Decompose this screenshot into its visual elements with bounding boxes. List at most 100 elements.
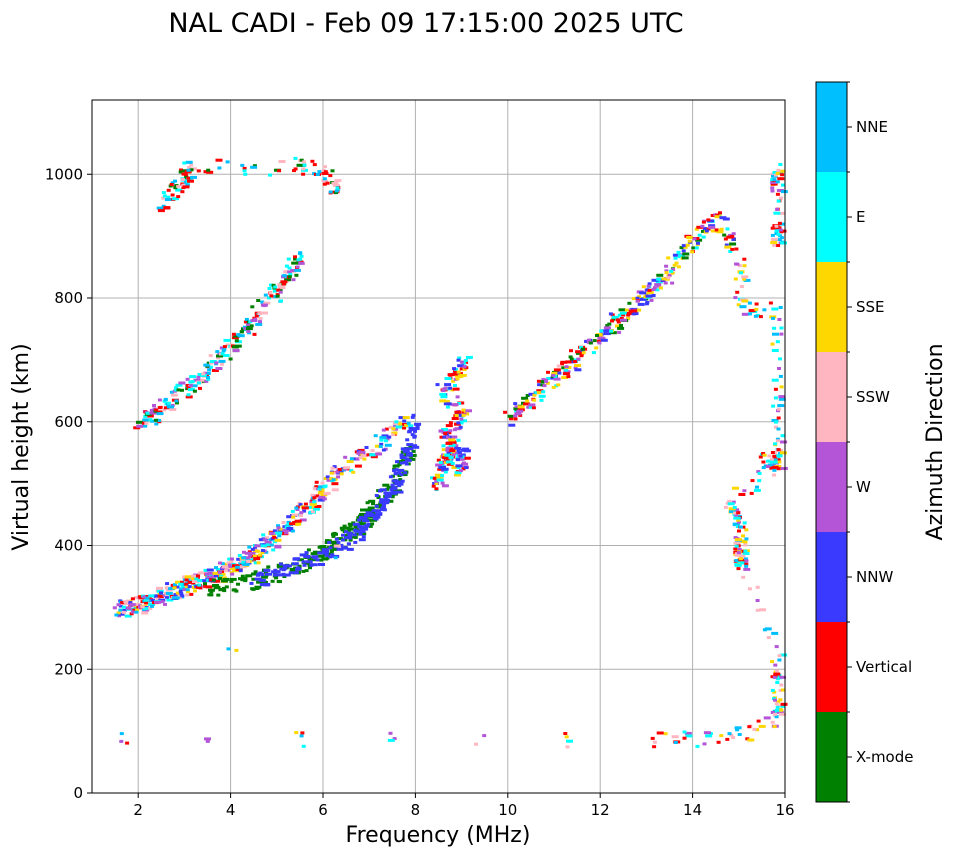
data-point <box>744 557 748 561</box>
data-point <box>779 196 783 200</box>
data-point <box>176 593 181 597</box>
data-point <box>525 394 530 397</box>
data-point <box>643 295 648 299</box>
data-point <box>774 645 779 649</box>
data-point <box>778 688 783 692</box>
data-point <box>303 554 308 558</box>
data-point <box>346 547 354 551</box>
data-point <box>553 377 561 381</box>
data-point <box>160 600 165 604</box>
data-point <box>229 566 237 570</box>
data-point <box>687 239 692 243</box>
data-point <box>454 410 462 414</box>
data-point <box>154 600 162 604</box>
data-point <box>779 708 784 712</box>
data-point <box>142 595 147 599</box>
data-point <box>253 570 258 574</box>
data-point <box>332 183 340 187</box>
data-point <box>249 581 254 585</box>
data-point <box>165 582 170 586</box>
data-point <box>334 189 339 193</box>
data-point <box>274 545 282 549</box>
data-point <box>378 512 383 516</box>
data-point <box>405 438 410 442</box>
data-point <box>736 520 741 524</box>
data-point <box>394 464 399 468</box>
data-point <box>185 377 190 381</box>
data-point <box>714 215 722 219</box>
data-point <box>626 313 631 317</box>
data-point <box>406 447 414 451</box>
data-point <box>738 557 743 561</box>
data-point <box>776 244 781 247</box>
data-point <box>182 588 187 592</box>
data-point <box>353 535 358 539</box>
data-point <box>461 408 466 412</box>
data-point <box>383 439 388 443</box>
data-point <box>718 211 722 215</box>
data-point <box>320 488 325 492</box>
data-point <box>219 588 224 591</box>
data-point <box>546 370 550 374</box>
data-point <box>273 295 278 299</box>
data-point <box>440 395 448 399</box>
data-point <box>733 296 738 300</box>
data-point <box>399 473 404 477</box>
data-point <box>329 471 334 475</box>
y-axis-ticks: 0 200 400 600 800 1000 <box>45 165 92 802</box>
data-points <box>112 156 788 749</box>
data-point <box>733 547 738 551</box>
colorbar-segment-e <box>816 172 847 262</box>
data-point <box>404 423 409 427</box>
data-point <box>193 378 201 382</box>
data-point <box>180 177 185 181</box>
data-point <box>778 395 786 399</box>
x-tick-label: 14 <box>683 801 702 819</box>
data-point <box>175 585 180 589</box>
data-point <box>599 329 604 333</box>
data-point <box>445 448 450 452</box>
data-point <box>780 183 785 187</box>
data-point <box>320 481 325 485</box>
data-point <box>358 538 366 542</box>
data-point <box>770 457 774 461</box>
data-point <box>231 336 239 340</box>
data-point <box>213 586 221 590</box>
data-point <box>652 286 657 290</box>
data-point <box>573 366 578 370</box>
data-point <box>461 462 469 466</box>
data-point <box>766 459 771 463</box>
data-point <box>739 271 743 275</box>
data-point <box>365 513 370 517</box>
data-point <box>256 580 264 584</box>
data-point <box>771 404 776 408</box>
data-point <box>755 485 759 489</box>
data-point <box>742 552 750 555</box>
data-point <box>173 388 178 392</box>
data-point <box>697 233 702 237</box>
data-point <box>246 329 251 333</box>
data-point <box>281 521 286 524</box>
data-point <box>358 456 363 460</box>
data-point <box>450 462 455 465</box>
data-point <box>186 393 191 397</box>
data-point <box>771 631 779 635</box>
data-point <box>722 233 727 237</box>
data-point <box>169 183 174 186</box>
data-point <box>205 585 213 589</box>
data-point <box>180 585 185 589</box>
data-point <box>448 453 453 457</box>
data-point <box>514 412 522 416</box>
data-point <box>773 672 781 676</box>
data-point <box>778 357 782 361</box>
data-point <box>592 339 597 343</box>
data-point <box>269 283 273 287</box>
data-point <box>378 445 383 448</box>
data-point <box>710 229 718 233</box>
data-point <box>196 169 201 173</box>
data-point <box>364 527 369 531</box>
data-point <box>257 312 262 316</box>
data-point <box>215 158 223 162</box>
data-point <box>451 466 459 469</box>
grid-lines <box>92 100 786 794</box>
